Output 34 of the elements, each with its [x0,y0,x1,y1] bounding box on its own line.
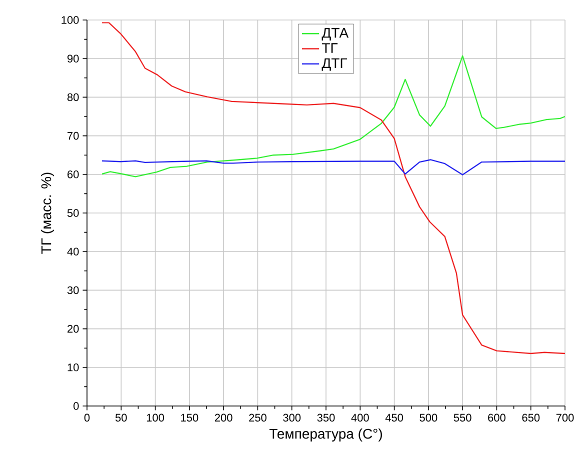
y-tick-label: 0 [74,402,79,410]
y-tick-label: 70 [68,132,79,140]
y-tick-label: 10 [68,364,79,372]
legend-label: ДТГ [322,58,348,71]
y-tick-label: 20 [68,324,79,333]
x-tick-label: 0 [84,414,90,422]
x-tick-label: 100 [146,414,164,422]
y-axis-title: ТГ (масс. %) [40,172,54,254]
y-tick-label: 100 [62,16,79,24]
line-series [101,22,565,354]
x-tick-label: 550 [454,414,472,422]
line-series [101,55,565,178]
legend-label: ТГ [322,43,338,53]
x-tick-label: 500 [420,414,438,422]
x-tick-label: 650 [522,414,540,422]
x-tick-label: 200 [214,414,232,422]
x-tick-label: 600 [488,414,506,422]
y-tick-label: 50 [67,209,79,217]
x-tick-label: 50 [115,414,127,422]
y-tick-label: 80 [67,93,79,102]
x-tick-label: 450 [385,414,404,422]
x-tick-label: 350 [317,414,335,422]
y-tick-label: 60 [68,170,79,178]
y-tick-label: 30 [67,286,79,294]
y-tick-label: 90 [67,54,79,62]
x-tick-label: 400 [351,414,369,422]
x-axis-title: Температура (С°) [269,428,382,442]
y-tick-label: 40 [67,248,79,256]
x-tick-label: 300 [283,414,301,422]
x-tick-label: 150 [181,414,198,422]
x-tick-label: 250 [249,414,266,422]
x-tick-label: 700 [556,414,574,422]
line-series [101,159,565,176]
legend-label: ДТА [322,28,349,40]
